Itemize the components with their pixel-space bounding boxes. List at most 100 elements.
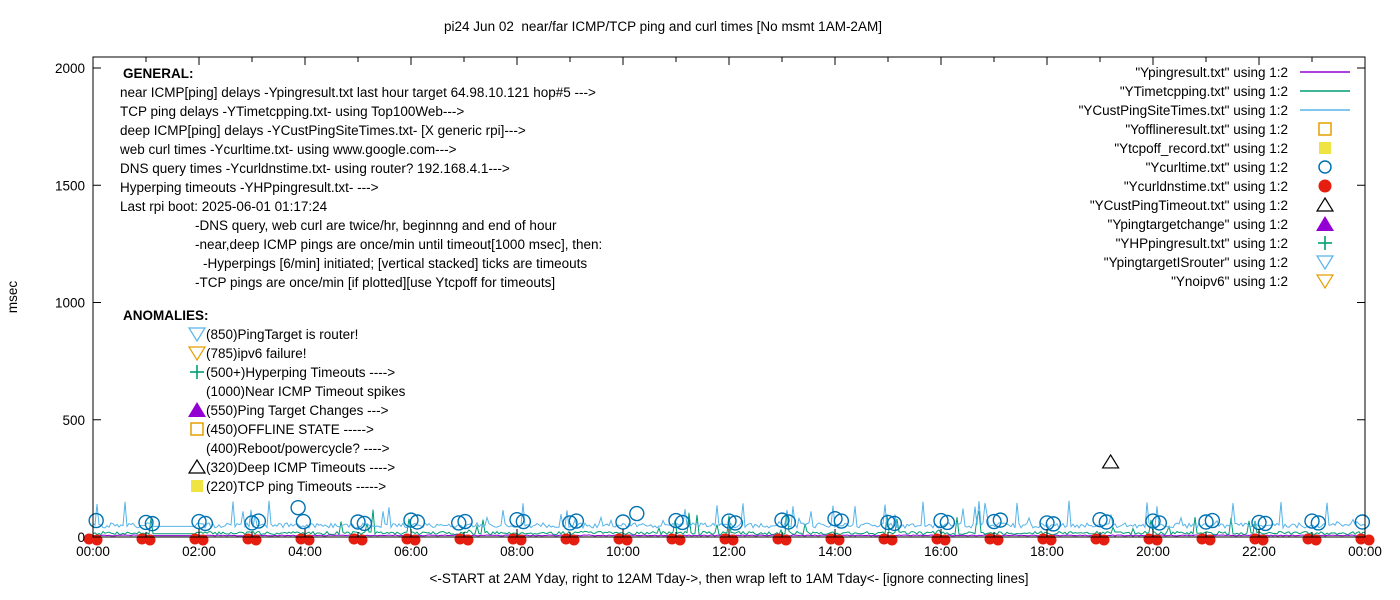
dns-point [1090,533,1102,545]
x-tick-label: 14:00 [818,544,852,559]
curl-point [409,514,426,530]
general-heading: GENERAL: [123,66,194,81]
curl-point [350,514,366,530]
curl-point [144,515,161,532]
legend-circle-open-icon [1318,160,1332,174]
curl-point [939,514,956,531]
curl-point [668,512,684,529]
anomaly-line: (550)Ping Target Changes ---> [206,403,389,418]
axis-ticks-layer [92,57,1366,538]
curl-point [509,511,525,528]
legend-item: "Ypingtargetchange" using 1:2 [1108,216,1334,232]
anomaly-triangle-down-open-icon [187,346,207,362]
dns-point [613,533,625,545]
dns-point [1363,534,1375,546]
general-line: Last rpi boot: 2025-06-01 01:17:24 [120,199,328,214]
legend-item: "Ycurldnstime.txt" using 1:2 [1124,179,1332,194]
dns-point [136,533,148,545]
curl-point [827,511,843,527]
curl-point [615,514,631,530]
legend-label: "Ypingtargetchange" using 1:2 [1108,217,1288,232]
general-line: -DNS query, web curl are twice/hr, begin… [195,218,557,233]
dns-point [1355,533,1367,545]
curl-point [780,514,797,530]
legend-label: "Ynoipv6" using 1:2 [1171,274,1288,289]
dns-point [507,533,519,545]
curl-point [403,512,419,528]
legend-item: "YTimetcpping.txt" using 1:2 [1120,84,1350,99]
legend-square-open-icon [1318,122,1332,136]
dns-point [666,533,678,545]
x-tick-label: 10:00 [606,544,640,559]
curl-point [1151,515,1168,531]
anomaly-square-filled-icon [191,480,203,492]
legend-item: "YpingtargetISrouter" using 1:2 [1104,255,1335,271]
curl-point [1098,514,1115,530]
x-tick-label: 04:00 [288,544,322,559]
curl-point [774,512,790,528]
dns-point [1143,533,1155,545]
x-tick-label: 00:00 [1348,544,1382,559]
anomaly-line: (320)Deep ICMP Timeouts ----> [206,460,395,475]
general-line: -Hyperpings [6/min] initiated; [vertical… [203,256,587,271]
dns-point [454,533,466,545]
legend-item: "Ypingresult.txt" using 1:2 [1135,65,1350,80]
x-tick-label: 00:00 [76,544,110,559]
curl-point [191,513,207,530]
curl-point [727,515,744,531]
deep-icmp-timeout-point [1101,453,1120,469]
curl-point [290,499,306,516]
curl-point [244,515,260,531]
legend-label: "Ypingresult.txt" using 1:2 [1135,65,1288,80]
curl-point [197,515,214,532]
dns-point [242,533,254,545]
x-tick-label: 12:00 [712,544,746,559]
curl-point [629,505,645,522]
anomaly-plus-icon [190,365,204,379]
general-line: web curl times -Ycurltime.txt- using www… [119,142,457,157]
curl-point [721,513,737,529]
legend-triangle-up-filled-icon [1316,216,1334,231]
anomalies-heading: ANOMALIES: [123,308,209,323]
general-line: near ICMP[ping] delays -Ypingresult.txt … [120,85,596,100]
legend-label: "Ytcpoff_record.txt" using 1:2 [1114,141,1288,156]
general-notes-block: GENERAL: near ICMP[ping] delays -Ypingres… [119,66,602,290]
curl-point [880,514,896,531]
anomaly-line: (500+)Hyperping Timeouts ----> [206,365,395,380]
curl-point [88,512,104,529]
curl-point [986,513,1002,530]
dns-point [1037,533,1049,545]
anomalies-block: ANOMALIES: (850)PingTarget is router! (785… [123,308,406,494]
legend-item: "Ynoipv6" using 1:2 [1171,274,1335,290]
curl-point [457,513,473,530]
legend: "Ypingresult.txt" using 1:2 "YTimetcpping… [1079,65,1350,290]
curl-point [1045,516,1062,532]
legend-triangle-up-open-icon [1315,196,1335,212]
curl-point [451,515,467,531]
general-line: Hyperping timeouts -YHPpingresult.txt- -… [120,180,379,195]
dns-point [719,533,731,545]
dns-point [878,533,890,545]
legend-label: "YCustPingTimeout.txt" using 1:2 [1090,198,1288,213]
dns-point [931,533,943,545]
legend-item: "Yofflineresult.txt" using 1:2 [1125,122,1332,137]
y-axis-label: msec [5,281,20,314]
curl-point [1257,515,1274,532]
x-tick-labels: 00:00 02:00 04:00 06:00 08:00 10:00 12:00 14:00… [76,544,1382,559]
general-line: DNS query times -Ycurldnstime.txt- using… [120,161,510,176]
anomaly-line: (785)ipv6 failure! [206,346,307,361]
dns-point [825,533,837,545]
curl-point [515,513,532,530]
curl-point [1354,514,1371,530]
dns-point [1249,533,1261,545]
x-tick-label: 02:00 [182,544,216,559]
x-tick-label: 22:00 [1242,544,1276,559]
anomaly-square-open-icon [190,422,204,436]
curl-point [356,515,373,532]
legend-item: "Ytcpoff_record.txt" using 1:2 [1114,141,1331,156]
curl-point [1310,515,1327,531]
anomaly-triangle-down-open-icon [187,327,207,343]
chart-title: pi24 Jun 02 near/far ICMP/TCP ping and c… [444,19,882,34]
curl-point [1092,511,1108,528]
